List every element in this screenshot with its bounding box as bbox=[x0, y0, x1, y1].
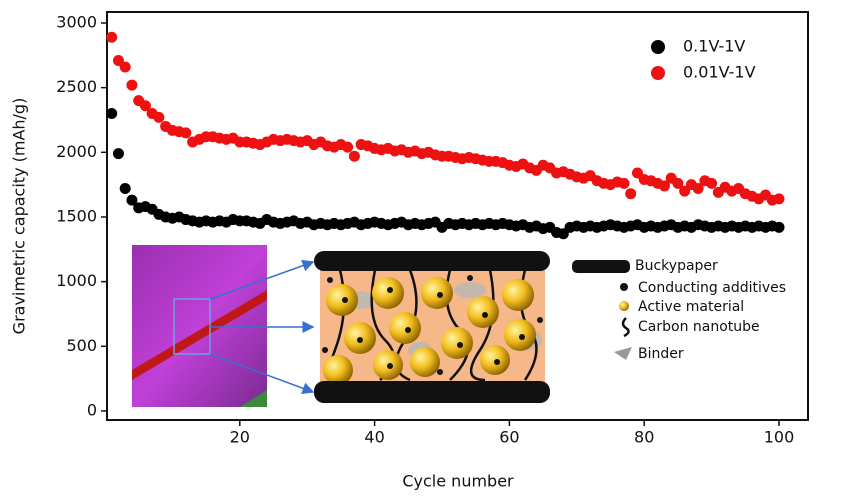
point bbox=[139, 100, 151, 112]
y-tick-label: 3000 bbox=[56, 12, 97, 31]
x-axis-label: Cycle number bbox=[402, 472, 514, 491]
inset-diagram bbox=[314, 251, 550, 403]
point bbox=[672, 177, 684, 189]
y-tick-label: 2000 bbox=[56, 142, 97, 161]
inset-label: Carbon nanotube bbox=[638, 319, 760, 335]
inset-label: Buckypaper bbox=[635, 258, 718, 274]
x-tick-label: 80 bbox=[634, 428, 654, 447]
y-axis-label: Gravimetric capacity (mAh/g) bbox=[10, 98, 29, 335]
point bbox=[112, 148, 124, 160]
point bbox=[773, 221, 785, 233]
plot-frame bbox=[106, 11, 809, 421]
point bbox=[126, 79, 138, 91]
y-tick-label: 500 bbox=[66, 336, 97, 355]
point bbox=[348, 150, 360, 162]
point bbox=[625, 188, 637, 200]
x-tick-label: 100 bbox=[764, 428, 795, 447]
point bbox=[618, 177, 630, 189]
point bbox=[706, 177, 718, 189]
inset-photo bbox=[132, 245, 315, 407]
y-tick-label: 1500 bbox=[56, 206, 97, 225]
y-tick-label: 1000 bbox=[56, 271, 97, 290]
point bbox=[773, 193, 785, 205]
point bbox=[106, 31, 118, 43]
x-tick-label: 60 bbox=[499, 428, 519, 447]
point bbox=[342, 141, 354, 153]
point bbox=[180, 127, 192, 139]
x-tick-label: 20 bbox=[230, 428, 250, 447]
point bbox=[106, 108, 118, 120]
legend-label: 0.01V-1V bbox=[683, 63, 756, 82]
inset-label: Conducting additives bbox=[638, 280, 786, 296]
inset-legend bbox=[572, 260, 632, 360]
inset-label: Binder bbox=[638, 346, 684, 362]
point bbox=[119, 183, 131, 195]
point bbox=[119, 61, 131, 73]
point bbox=[692, 183, 704, 195]
y-tick-label: 2500 bbox=[56, 77, 97, 96]
point bbox=[126, 194, 138, 206]
y-tick-label: 0 bbox=[87, 400, 97, 419]
point bbox=[153, 111, 165, 123]
inset-label: Active material bbox=[638, 299, 744, 315]
legend-label: 0.1V-1V bbox=[683, 37, 745, 56]
legend-marker bbox=[651, 40, 665, 54]
legend-marker bbox=[651, 66, 665, 80]
point bbox=[658, 180, 670, 192]
x-tick-label: 40 bbox=[364, 428, 384, 447]
